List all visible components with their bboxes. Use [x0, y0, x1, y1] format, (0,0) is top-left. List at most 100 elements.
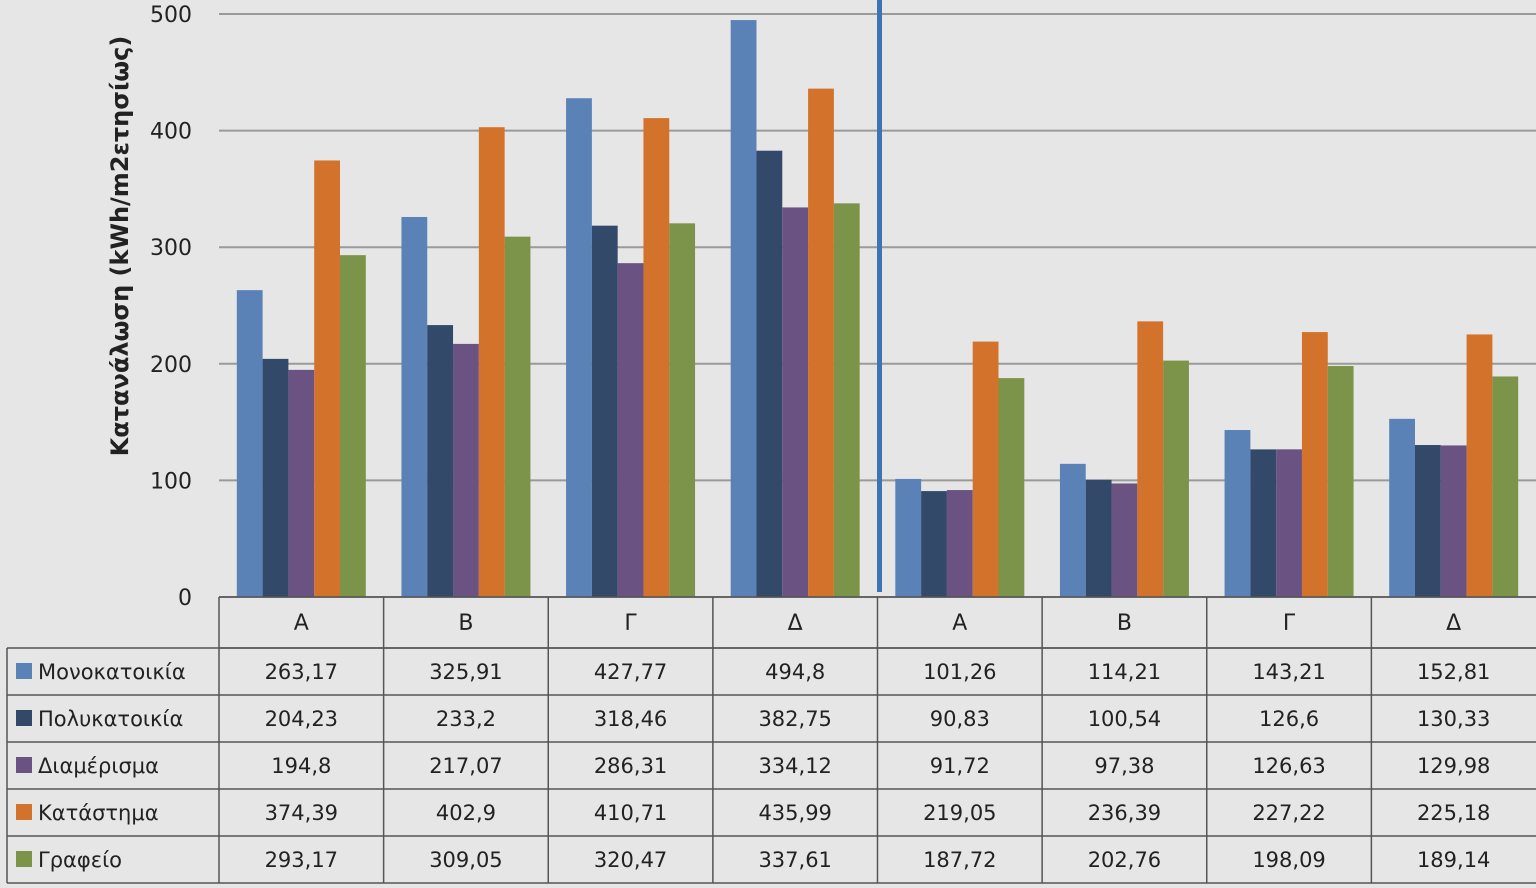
table-cell-value: 227,22 [1252, 801, 1325, 825]
table-cell-value: 320,47 [594, 848, 667, 872]
category-label: Β [458, 611, 473, 636]
table-cell-value: 204,23 [265, 707, 338, 731]
bar [669, 223, 696, 598]
bar [895, 478, 922, 597]
y-tick-label: 300 [150, 236, 192, 261]
table-cell-value: 129,98 [1417, 754, 1490, 778]
table-cell-value: 217,07 [429, 754, 502, 778]
bar [1224, 430, 1251, 597]
table-cell-value: 309,05 [429, 848, 502, 872]
bar [566, 98, 592, 597]
table-cell-value: 202,76 [1088, 848, 1161, 872]
bar [478, 127, 505, 597]
bar [833, 203, 860, 597]
table-cell-value: 337,61 [758, 848, 831, 872]
category-label: Γ [624, 611, 637, 636]
legend-swatch [16, 710, 32, 726]
bar [998, 378, 1025, 597]
legend-swatch [16, 757, 32, 773]
table-cell-value: 90,83 [930, 707, 990, 731]
bar [504, 236, 531, 597]
bar [1414, 445, 1441, 597]
bar [314, 160, 341, 598]
table-cell-value: 194,8 [271, 754, 331, 778]
bar [756, 150, 783, 597]
bar [1111, 483, 1138, 597]
table-cell-value: 143,21 [1252, 660, 1325, 684]
bars [236, 20, 1519, 598]
bar [617, 263, 644, 597]
bar [1389, 418, 1415, 597]
bar [1137, 321, 1164, 597]
bar [782, 207, 809, 597]
table-cell-value: 286,31 [594, 754, 667, 778]
bar [262, 358, 289, 597]
legend-swatch [16, 663, 32, 679]
bar [288, 369, 315, 597]
bar [1085, 479, 1112, 597]
bar [591, 225, 618, 597]
table-cell-value: 236,39 [1088, 801, 1161, 825]
legend-swatch [16, 804, 32, 820]
table-cell-value: 494,8 [765, 660, 825, 684]
bar [1327, 366, 1354, 597]
bar [427, 325, 454, 597]
table-cell-value: 189,14 [1417, 848, 1490, 872]
bar [340, 255, 366, 598]
bar [730, 20, 757, 598]
table-cell-value: 263,17 [265, 660, 338, 684]
y-axis-ticks: 0 100 200 300 400 500 [150, 3, 192, 611]
table-cell-value: 91,72 [930, 754, 990, 778]
legend-label: Μονοκατοικία [38, 660, 186, 684]
y-tick-label: 200 [150, 353, 192, 378]
bar [1301, 332, 1328, 597]
table-cell-value: 382,75 [758, 707, 831, 731]
bar [453, 343, 479, 597]
y-tick-label: 400 [150, 120, 192, 145]
table-cell-value: 410,71 [594, 801, 667, 825]
bar [1440, 445, 1467, 597]
bar [1492, 376, 1519, 597]
category-label: Δ [1446, 611, 1461, 636]
legend-label: Διαμέρισμα [38, 754, 159, 778]
table-cell-value: 402,9 [436, 801, 496, 825]
table-cell-value: 152,81 [1417, 660, 1490, 684]
bar [1163, 360, 1189, 597]
table-cell-value: 318,46 [594, 707, 667, 731]
y-tick-label: 500 [150, 3, 192, 28]
legend-label: Γραφείο [38, 848, 122, 872]
data-table: Α Β Γ Δ Α Β Γ Δ Μονοκατοικία 263,17 325,91 427,77 49… [6, 596, 1536, 884]
table-cell-value: 187,72 [923, 848, 996, 872]
bar [1276, 449, 1302, 597]
bar [1466, 334, 1493, 597]
table-cell-value: 233,2 [436, 707, 496, 731]
bar [1059, 463, 1086, 597]
bar [808, 88, 834, 598]
category-label: Δ [788, 611, 803, 636]
bar [401, 216, 428, 597]
table-cell-value: 198,09 [1252, 848, 1325, 872]
legend-swatch [16, 851, 32, 867]
table-cell-value: 126,6 [1259, 707, 1319, 731]
table-cell-value: 225,18 [1417, 801, 1490, 825]
table-cell-value: 325,91 [429, 660, 502, 684]
bar [1250, 449, 1277, 597]
bar [921, 491, 947, 597]
bar [946, 490, 973, 597]
category-label: Α [952, 611, 967, 636]
category-label: Β [1117, 611, 1132, 636]
table-cell-value: 114,21 [1088, 660, 1161, 684]
table-cell-value: 97,38 [1094, 754, 1154, 778]
table-cell-value: 374,39 [265, 801, 338, 825]
table-cell-value: 435,99 [758, 801, 831, 825]
bar [972, 341, 999, 597]
table-cell-value: 293,17 [265, 848, 338, 872]
table-cell-value: 101,26 [923, 660, 996, 684]
table-cell-value: 100,54 [1088, 707, 1161, 731]
table-cell-value: 427,77 [594, 660, 667, 684]
category-label: Γ [1283, 611, 1296, 636]
y-tick-label: 100 [150, 469, 192, 494]
legend-label: Πολυκατοικία [38, 707, 183, 731]
y-axis-label: Κατανάλωση (kWh/m2ετησίως) [106, 36, 134, 457]
